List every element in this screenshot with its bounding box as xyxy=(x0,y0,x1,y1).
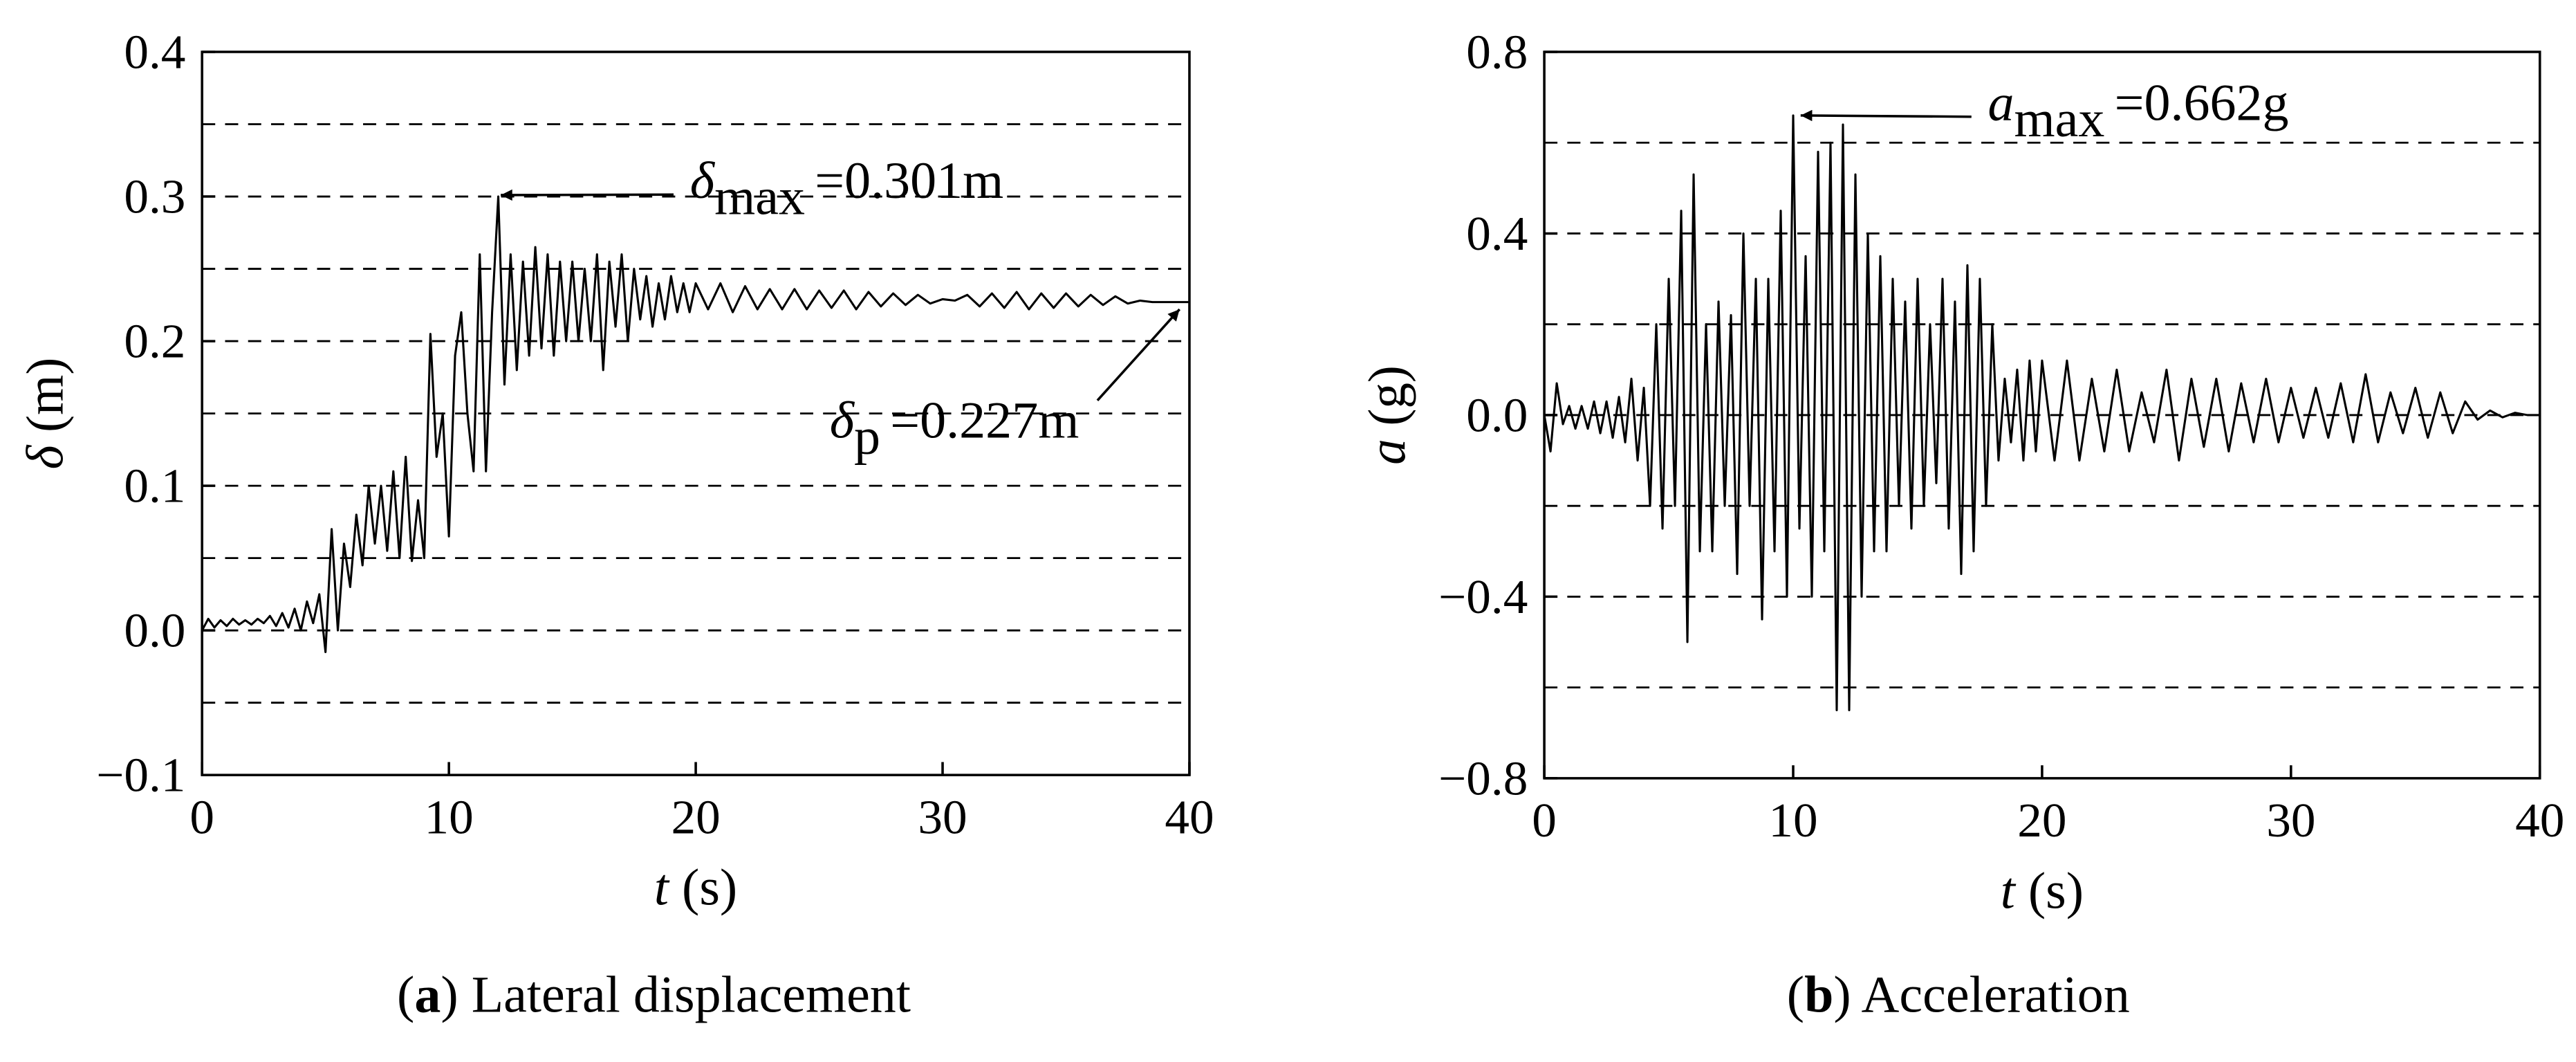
x-tick-label: 0 xyxy=(1532,794,1557,848)
annotation-subscript: max xyxy=(714,169,805,226)
annotation: δmax =0.301m xyxy=(690,152,1004,226)
y-tick-label: 0.8 xyxy=(1466,26,1528,79)
x-tick-label: 10 xyxy=(1768,794,1817,848)
y-axis-label: a (g) xyxy=(1359,365,1417,465)
y-label-space xyxy=(1359,426,1417,439)
x-axis-label: t (s) xyxy=(654,859,737,916)
annotation-arrow xyxy=(501,189,674,201)
x-tick-label: 40 xyxy=(1165,791,1214,844)
x-label-symbol: t xyxy=(2001,863,2017,919)
caption-part: ( xyxy=(397,967,414,1023)
y-tick-label: 0.0 xyxy=(124,604,185,657)
x-tick-label: 40 xyxy=(2515,794,2564,848)
y-tick-label: 0.1 xyxy=(124,459,185,513)
x-axis-label: t (s) xyxy=(2001,863,2084,919)
caption-part: a xyxy=(414,967,441,1023)
y-label-symbol: δ xyxy=(17,444,75,470)
y-label-unit: (g) xyxy=(1359,365,1417,425)
annotation: amax =0.662g xyxy=(1988,75,2289,148)
x-label-unit: (s) xyxy=(2028,863,2084,919)
y-tick-label: 0.3 xyxy=(124,170,185,223)
y-tick-label: 0.4 xyxy=(124,26,185,79)
y-tick-label: 0.4 xyxy=(1466,207,1528,260)
x-tick-label: 0 xyxy=(189,791,214,844)
caption-part: b xyxy=(1804,967,1833,1023)
y-tick-label: −0.8 xyxy=(1438,752,1528,805)
y-tick-label: −0.4 xyxy=(1438,570,1528,623)
x-label-space xyxy=(669,859,682,916)
y-tick-label: 0.2 xyxy=(124,315,185,368)
x-tick-label: 30 xyxy=(2266,794,2315,848)
annotation-text: =0.301m xyxy=(815,152,1003,209)
x-tick-label: 30 xyxy=(918,791,967,844)
data-line xyxy=(1543,114,2540,711)
annotation-text: =0.662g xyxy=(2115,75,2289,131)
annotation-subscript: p xyxy=(854,409,880,466)
annotation-text: =0.227m xyxy=(890,392,1079,449)
x-tick-label: 20 xyxy=(671,791,720,844)
y-label-space xyxy=(17,432,75,446)
x-label-symbol: t xyxy=(654,859,670,916)
caption-part: ( xyxy=(1787,967,1804,1023)
x-tick-label: 20 xyxy=(2017,794,2066,848)
annotation-subscript: max xyxy=(2014,91,2105,147)
data-line xyxy=(201,195,1189,654)
x-tick-label: 10 xyxy=(425,791,474,844)
y-tick-label: 0.0 xyxy=(1466,389,1528,442)
y-label-unit: (m) xyxy=(17,358,75,432)
y-tick-label: −0.1 xyxy=(96,749,185,802)
annotation-symbol: a xyxy=(1988,75,2014,131)
caption-part: ) Acceleration xyxy=(1833,967,2129,1023)
y-axis-label: δ (m) xyxy=(17,358,75,470)
caption-part: ) Lateral displacement xyxy=(441,967,911,1023)
caption: (b) Acceleration xyxy=(1787,967,2130,1023)
annotation-symbol: δ xyxy=(830,392,855,449)
x-label-unit: (s) xyxy=(682,859,737,916)
annotation-arrow xyxy=(1096,308,1181,402)
annotation: δp =0.227m xyxy=(830,392,1079,466)
x-label-space xyxy=(2015,863,2028,919)
annotation-symbol: δ xyxy=(690,152,716,209)
caption: (a) Lateral displacement xyxy=(397,967,911,1023)
y-label-symbol: a xyxy=(1359,439,1417,464)
annotation-arrow xyxy=(1800,109,1972,122)
